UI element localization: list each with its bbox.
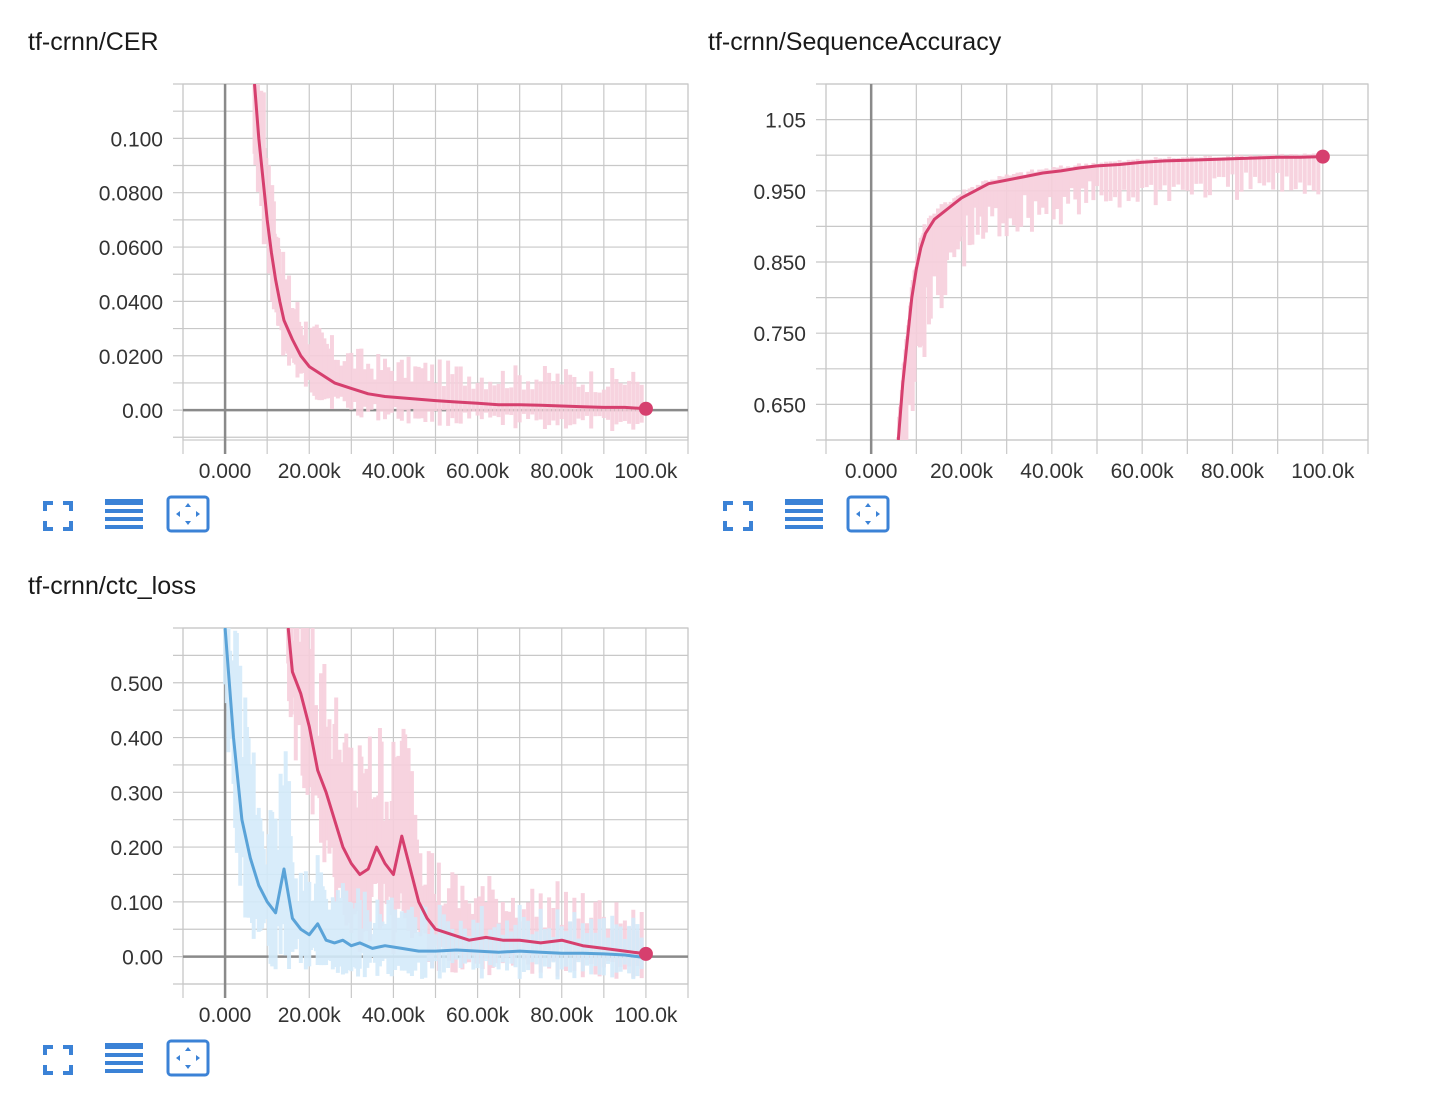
chart-title: tf-crnn/CER [28, 28, 159, 56]
toggle-data-button[interactable] [782, 498, 826, 534]
x-tick-label: 0.000 [199, 460, 252, 483]
y-tick-label: 0.650 [753, 394, 806, 417]
cer-chart[interactable]: 0.100 0.0800 0.0600 0.0400 0.0200 0.00 0.000 20… [28, 28, 708, 488]
plot-area [252, 84, 646, 432]
x-tick-label: 100.0k [1291, 460, 1355, 483]
fit-domain-button[interactable] [166, 495, 210, 533]
y-tick-label: 0.850 [753, 252, 806, 275]
x-tick-label: 20.00k [278, 1004, 342, 1027]
fullscreen-icon [723, 501, 753, 531]
plot-border [182, 627, 689, 985]
x-tick-label: 60.00k [1111, 460, 1175, 483]
ctc-loss-chart[interactable]: 0.500 0.400 0.300 0.200 0.100 0.00 0.000 20.00k… [28, 572, 708, 1032]
list-icon [105, 1043, 143, 1073]
x-tick-label: 100.0k [614, 460, 678, 483]
fullscreen-button[interactable] [36, 1042, 80, 1078]
chart-card-cer: tf-crnn/CER 0.100 0.0800 0.0600 0.0400 0.020… [28, 28, 708, 548]
fullscreen-button[interactable] [716, 498, 760, 534]
gridlines [816, 83, 1369, 454]
fullscreen-icon [43, 501, 73, 531]
series-end-marker[interactable] [638, 946, 653, 961]
series-line-0 [253, 84, 646, 411]
y-tick-label: 0.500 [110, 673, 163, 696]
y-tick-label: 0.950 [753, 181, 806, 204]
y-tick-label: 1.05 [765, 110, 806, 133]
x-tick-label: 80.00k [1201, 460, 1265, 483]
plot-area [896, 153, 1323, 440]
x-tick-label: 60.00k [446, 1004, 510, 1027]
y-tick-label: 0.0400 [99, 291, 163, 314]
y-tick-label: 0.750 [753, 323, 806, 346]
chart-title: tf-crnn/ctc_loss [28, 572, 197, 600]
x-tick-label: 40.00k [1020, 460, 1084, 483]
raw-series-0 [896, 153, 1321, 440]
fullscreen-icon [43, 1045, 73, 1075]
y-tick-label: 0.400 [110, 728, 163, 751]
series-end-marker[interactable] [1315, 149, 1330, 164]
plot-area [223, 628, 647, 980]
fit-domain-button[interactable] [846, 495, 890, 533]
fit-domain-icon [166, 495, 210, 533]
y-tick-label: 0.0800 [99, 183, 163, 206]
x-tick-label: 100.0k [614, 1004, 678, 1027]
chart-card-ctc-loss: tf-crnn/ctc_loss 0.500 0.400 0.300 0.200 0.1… [28, 572, 708, 1092]
x-tick-label: 80.00k [530, 1004, 594, 1027]
y-tick-label: 0.0200 [99, 346, 163, 369]
x-tick-label: 0.000 [199, 1004, 252, 1027]
y-tick-label: 0.300 [110, 782, 163, 805]
x-tick-label: 0.000 [845, 460, 898, 483]
toggle-data-button[interactable] [102, 498, 146, 534]
series-line-0 [286, 628, 647, 956]
x-tick-label: 60.00k [446, 460, 510, 483]
sequence-accuracy-chart[interactable]: 1.05 0.950 0.850 0.750 0.650 0.000 20.00k 40.00… [708, 28, 1388, 488]
x-tick-label: 40.00k [362, 1004, 426, 1027]
x-tick-label: 80.00k [530, 460, 594, 483]
x-tick-label: 20.00k [278, 460, 342, 483]
series-end-marker[interactable] [638, 401, 653, 416]
fullscreen-button[interactable] [36, 498, 80, 534]
y-tick-label: 0.0600 [99, 237, 163, 260]
plot-border [825, 83, 1369, 441]
y-tick-label: 0.00 [122, 947, 163, 970]
fit-domain-icon [846, 495, 890, 533]
x-tick-label: 20.00k [930, 460, 994, 483]
y-tick-label: 0.100 [110, 892, 163, 915]
fit-domain-button[interactable] [166, 1039, 210, 1077]
series-line-1 [223, 628, 647, 960]
fit-domain-icon [166, 1039, 210, 1077]
y-tick-label: 0.200 [110, 837, 163, 860]
list-icon [105, 499, 143, 529]
raw-series-1 [223, 628, 644, 980]
chart-title: tf-crnn/SequenceAccuracy [708, 28, 1002, 56]
chart-card-sequence-accuracy: tf-crnn/SequenceAccuracy 1.05 0.950 0.850 0… [708, 28, 1388, 548]
plot-border [182, 83, 689, 441]
y-tick-label: 0.100 [110, 128, 163, 151]
y-tick-label: 0.00 [122, 400, 163, 423]
series-line-0 [896, 155, 1323, 440]
raw-series-0 [252, 84, 644, 432]
toggle-data-button[interactable] [102, 1042, 146, 1078]
x-tick-label: 40.00k [362, 460, 426, 483]
list-icon [785, 499, 823, 529]
